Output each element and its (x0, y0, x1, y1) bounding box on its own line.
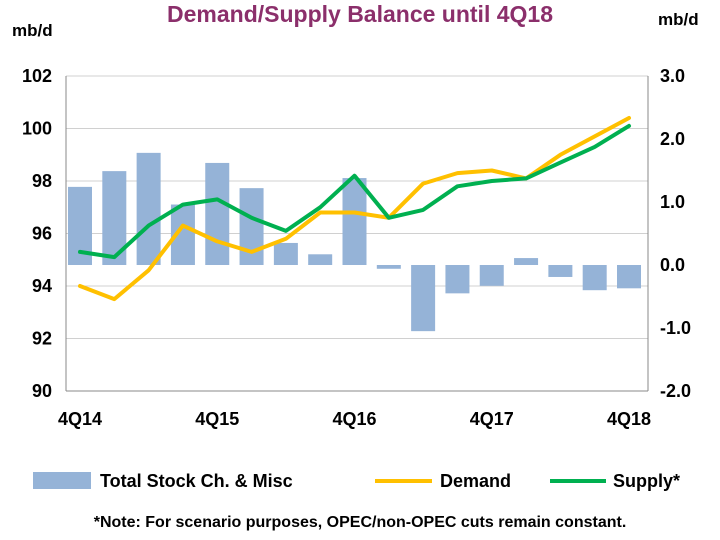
right-tick-label: 3.0 (660, 66, 685, 86)
x-tick-label: 4Q15 (195, 409, 239, 429)
right-tick-label: 0.0 (660, 255, 685, 275)
left-tick-label: 102 (22, 66, 52, 86)
left-tick-label: 96 (32, 224, 52, 244)
legend: Total Stock Ch. & Misc Demand Supply* (33, 471, 680, 491)
bar-10 (411, 265, 436, 332)
right-tick-label: 2.0 (660, 129, 685, 149)
left-tick-label: 94 (32, 276, 52, 296)
left-axis-unit: mb/d (12, 21, 53, 40)
legend-swatch-stock (33, 472, 91, 489)
bar-4 (205, 162, 230, 265)
left-tick-label: 98 (32, 171, 52, 191)
left-tick-label: 90 (32, 381, 52, 401)
supply-line (78, 123, 631, 260)
x-tick-label: 4Q18 (607, 409, 651, 429)
bar-7 (308, 254, 333, 265)
x-axis-ticks: 4Q14 4Q15 4Q16 4Q17 4Q18 (58, 409, 651, 429)
legend-label-stock: Total Stock Ch. & Misc (100, 471, 293, 491)
left-tick-label: 92 (32, 329, 52, 349)
x-tick-label: 4Q14 (58, 409, 102, 429)
series-lines (78, 116, 631, 302)
legend-label-supply: Supply* (613, 471, 680, 491)
left-tick-label: 100 (22, 119, 52, 139)
right-tick-label: -1.0 (660, 318, 691, 338)
x-tick-label: 4Q17 (470, 409, 514, 429)
right-tick-label: 1.0 (660, 192, 685, 212)
footnote: *Note: For scenario purposes, OPEC/non-O… (94, 514, 627, 531)
right-axis-ticks: -2.0 -1.0 0.0 1.0 2.0 3.0 (660, 66, 691, 401)
right-axis-unit: mb/d (658, 10, 699, 29)
bar-13 (514, 258, 539, 265)
x-tick-label: 4Q16 (332, 409, 376, 429)
legend-label-demand: Demand (440, 471, 511, 491)
bar-6 (273, 242, 298, 265)
bar-2 (136, 152, 161, 265)
bar-15 (582, 265, 607, 291)
axes (65, 76, 649, 392)
bar-9 (376, 265, 401, 269)
bar-11 (445, 265, 470, 294)
right-tick-label: -2.0 (660, 381, 691, 401)
bar-16 (617, 265, 641, 289)
stock-change-bars (68, 152, 641, 332)
left-axis-ticks: 90 92 94 96 98 100 102 (22, 66, 52, 401)
bar-8 (342, 178, 367, 265)
bar-12 (479, 265, 504, 286)
chart-title: Demand/Supply Balance until 4Q18 (167, 1, 553, 27)
bar-14 (548, 265, 573, 277)
demand-line (78, 116, 631, 302)
